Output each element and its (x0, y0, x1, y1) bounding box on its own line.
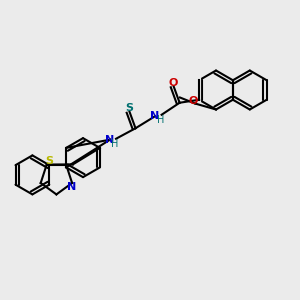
Text: H: H (157, 115, 164, 125)
Text: N: N (150, 111, 160, 121)
Text: O: O (189, 96, 198, 106)
Text: N: N (68, 182, 77, 192)
Text: O: O (169, 78, 178, 88)
Text: N: N (105, 135, 115, 145)
Text: S: S (46, 156, 54, 166)
Text: H: H (111, 139, 119, 149)
Text: S: S (125, 103, 134, 113)
